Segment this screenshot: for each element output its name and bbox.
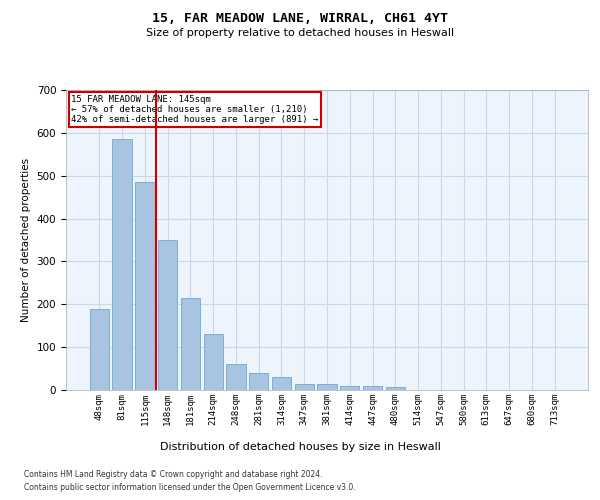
Text: 15, FAR MEADOW LANE, WIRRAL, CH61 4YT: 15, FAR MEADOW LANE, WIRRAL, CH61 4YT (152, 12, 448, 26)
Bar (203, 334, 223, 390)
Bar (181, 298, 200, 390)
Text: Size of property relative to detached houses in Heswall: Size of property relative to detached ho… (146, 28, 454, 38)
Bar (363, 386, 382, 390)
Bar (158, 240, 178, 390)
Bar (112, 140, 132, 390)
Bar (272, 377, 291, 390)
Text: Contains public sector information licensed under the Open Government Licence v3: Contains public sector information licen… (24, 482, 356, 492)
Bar (340, 386, 359, 390)
Text: Distribution of detached houses by size in Heswall: Distribution of detached houses by size … (160, 442, 440, 452)
Bar (249, 373, 268, 390)
Y-axis label: Number of detached properties: Number of detached properties (21, 158, 31, 322)
Bar (317, 384, 337, 390)
Text: 15 FAR MEADOW LANE: 145sqm
← 57% of detached houses are smaller (1,210)
42% of s: 15 FAR MEADOW LANE: 145sqm ← 57% of deta… (71, 94, 319, 124)
Bar (386, 387, 405, 390)
Bar (226, 364, 245, 390)
Bar (295, 384, 314, 390)
Text: Contains HM Land Registry data © Crown copyright and database right 2024.: Contains HM Land Registry data © Crown c… (24, 470, 323, 479)
Bar (90, 308, 109, 390)
Bar (135, 182, 155, 390)
